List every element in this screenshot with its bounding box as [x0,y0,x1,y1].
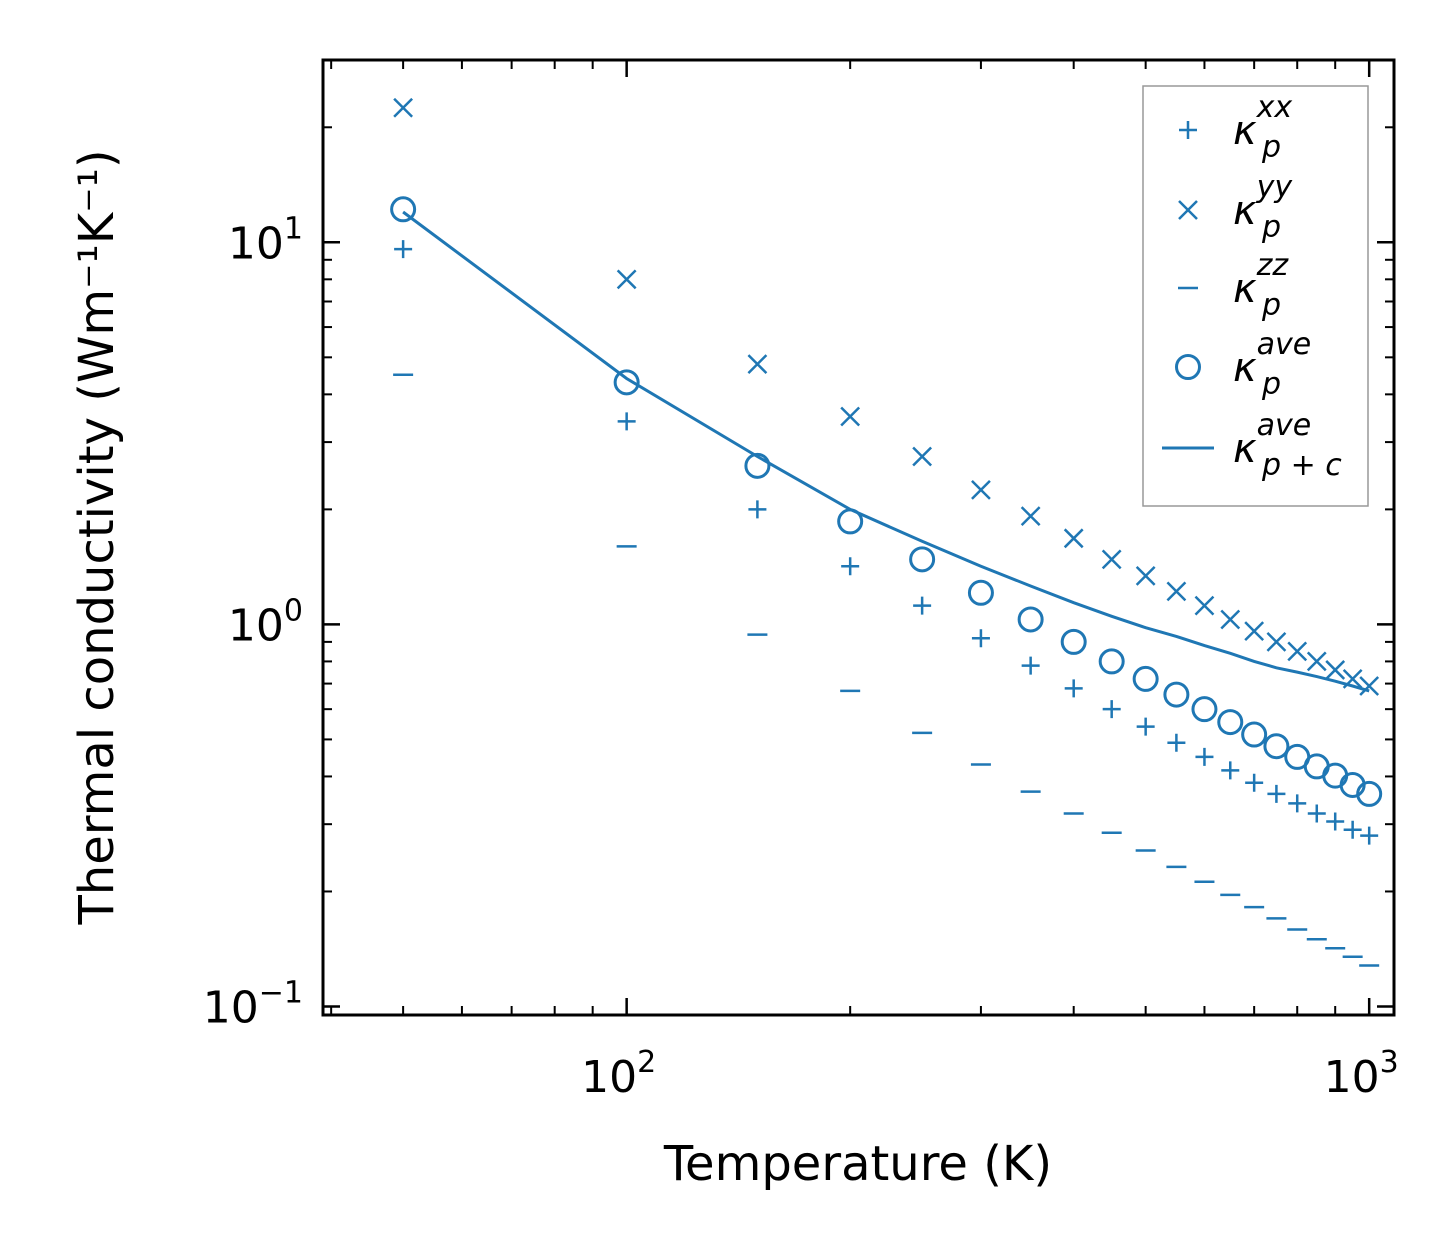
data-point [1132,665,1159,692]
plot-frame [321,58,1396,1017]
legend-superscript: xx [1256,90,1293,125]
legend-subscript: p [1261,367,1281,402]
series-line [402,210,1370,693]
data-point [748,500,767,519]
data-point [390,196,417,223]
y-tick-exponent: −1 [259,975,303,1010]
legend-marker [1175,354,1201,380]
data-point [1136,717,1155,736]
y-tick-exponent: 0 [284,593,303,628]
data-point [1021,656,1040,675]
data-point [1360,826,1379,845]
data-point [613,369,640,396]
data-point [1163,681,1190,708]
plot-area [390,97,1383,967]
legend-subscript: p + c [1261,448,1342,483]
data-point [912,446,933,467]
data-point [1325,660,1346,680]
legend-superscript: zz [1256,248,1290,283]
data-point [1241,721,1268,748]
data-point [1263,733,1290,760]
y-axis-title: Thermal conductivity (Wm⁻¹K⁻¹) [69,149,125,925]
x-tick-label: 103 [1324,1045,1399,1103]
data-point [841,557,860,576]
data-point [1017,606,1044,633]
legend-superscript: ave [1257,408,1312,443]
data-point [1135,565,1156,586]
series-kp_yy [393,97,1380,696]
x-tick-exponent: 3 [1380,1045,1399,1080]
data-point [1020,506,1041,527]
y-tick-label: 101 [228,211,303,269]
data-point [747,354,768,374]
series-kp_xx [394,240,1379,845]
legend-box [1142,85,1369,507]
series-kpc_ave [402,210,1370,693]
y-tick-label: 100 [228,593,303,651]
data-point [967,579,994,606]
data-point [1195,747,1214,766]
legend-subscript: p [1261,288,1281,323]
legend-marker [1179,121,1197,139]
x-tick-label: 102 [581,1045,656,1103]
data-point [1266,631,1287,652]
data-point [1287,641,1308,662]
y-tick-label: 10−1 [203,975,303,1033]
data-point [1098,648,1125,675]
data-point [971,479,991,500]
major-ticks [323,60,1394,1015]
data-point [1063,528,1084,549]
legend-superscript: ave [1257,327,1312,362]
legend-subscript: p [1261,210,1281,245]
data-point [1322,762,1349,789]
data-point [1221,761,1240,780]
data-point [1060,628,1087,655]
data-point [1166,581,1187,602]
data-point [744,452,771,479]
data-point [617,412,636,431]
data-point [1167,733,1186,752]
data-point [1102,700,1121,719]
data-point [913,596,932,615]
legend-subscript: p [1261,130,1281,165]
data-point [840,406,861,427]
data-point [1101,549,1122,570]
series-kp_zz [393,373,1380,967]
data-point [616,269,637,290]
data-point [393,97,414,118]
data-point [1307,804,1326,823]
data-point [1356,780,1383,807]
data-point [1359,676,1380,696]
data-point [394,240,413,259]
data-point [1191,696,1218,723]
x-axis-title: Temperature (K) [663,1136,1052,1192]
data-point [1245,773,1264,792]
data-point [909,546,936,573]
data-point [1326,812,1345,831]
data-point [1306,651,1327,672]
data-point [1220,609,1241,630]
data-point [1194,595,1215,616]
data-point [1217,709,1244,736]
data-point [1064,679,1083,698]
data-point [1288,794,1307,813]
series-kp_ave [390,196,1383,807]
data-point [1244,621,1265,642]
data-point [1267,784,1286,803]
x-tick-exponent: 2 [637,1045,656,1080]
legend-superscript: yy [1256,170,1294,205]
data-point [1343,820,1362,839]
legend-marker [1178,200,1198,220]
data-point [971,629,990,648]
y-tick-exponent: 1 [284,211,303,246]
